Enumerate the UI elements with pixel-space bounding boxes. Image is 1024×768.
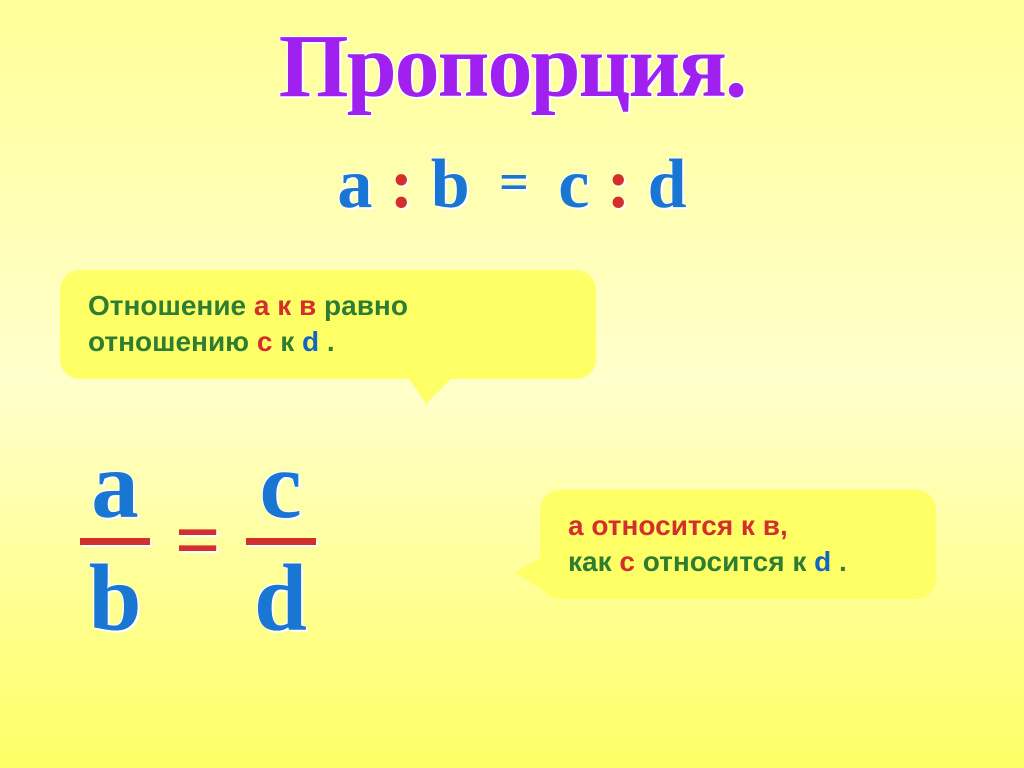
- text-segment: Отношение: [88, 290, 254, 321]
- fraction-bar-1: [80, 538, 150, 545]
- text-segment: а относится к в,: [568, 510, 788, 541]
- text-segment: d: [814, 546, 831, 577]
- fraction-numerator-c: c: [260, 440, 302, 530]
- text-segment: .: [319, 326, 335, 357]
- page-title: Пропорция.: [279, 15, 746, 118]
- fraction-numerator-a: a: [91, 440, 139, 530]
- ratio-eq: =: [487, 154, 541, 211]
- fraction-denominator-b: b: [89, 553, 142, 643]
- text-segment: с: [619, 546, 635, 577]
- text-segment: .: [831, 546, 847, 577]
- text-segment: к: [272, 326, 302, 357]
- ratio-colon-1: :: [390, 146, 413, 223]
- callout-definition-2: а относится к в, как с относится к d .: [540, 490, 936, 599]
- text-segment: d: [302, 326, 319, 357]
- fraction-bar-2: [246, 538, 316, 545]
- fraction-equation: a b = c d: [80, 440, 316, 644]
- ratio-c: c: [558, 146, 589, 223]
- text-segment: относится к: [635, 546, 814, 577]
- ratio-d: d: [648, 146, 687, 223]
- ratio-equation: a : b = c : d: [337, 145, 686, 225]
- text-segment: как: [568, 546, 619, 577]
- text-segment: с: [257, 326, 273, 357]
- ratio-a: a: [337, 146, 372, 223]
- fraction-eq-sign: =: [150, 496, 246, 587]
- callout-definition-1: Отношение а к в равно отношению с к d .: [60, 270, 596, 379]
- ratio-colon-2: :: [607, 146, 630, 223]
- text-segment: а к в: [254, 290, 316, 321]
- ratio-b: b: [431, 146, 470, 223]
- fraction-ab: a b: [80, 440, 150, 644]
- fraction-denominator-d: d: [254, 553, 307, 643]
- fraction-cd: c d: [246, 440, 316, 644]
